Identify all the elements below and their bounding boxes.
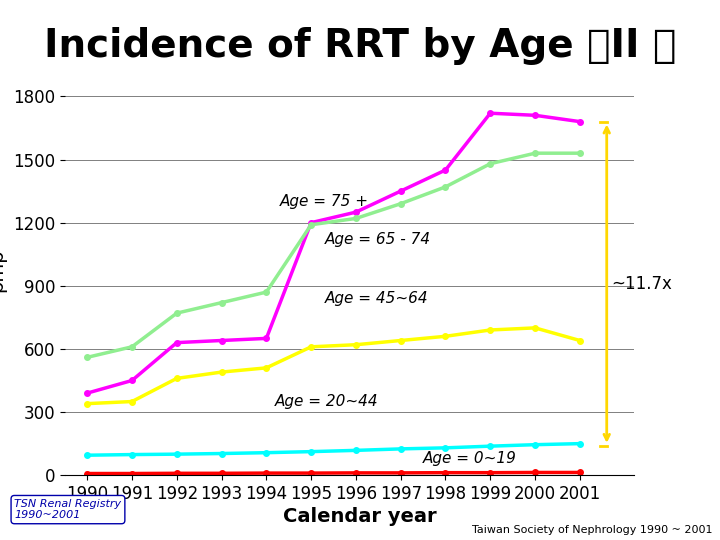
Y-axis label: pmp: pmp	[0, 248, 6, 292]
Text: Age = 75 +: Age = 75 +	[280, 194, 369, 209]
Text: Incidence of RRT by Age （II ）: Incidence of RRT by Age （II ）	[44, 27, 676, 65]
Text: ~11.7x: ~11.7x	[611, 275, 672, 293]
Text: Age = 20~44: Age = 20~44	[275, 394, 379, 409]
Text: Age = 65 - 74: Age = 65 - 74	[325, 232, 431, 247]
Text: Age = 45~64: Age = 45~64	[325, 291, 428, 306]
Text: TSN Renal Registry
1990~2001: TSN Renal Registry 1990~2001	[14, 499, 122, 521]
Text: Taiwan Society of Nephrology 1990 ~ 2001: Taiwan Society of Nephrology 1990 ~ 2001	[472, 524, 713, 535]
Text: Calendar year: Calendar year	[283, 508, 437, 526]
Text: Age = 0~19: Age = 0~19	[423, 450, 517, 465]
